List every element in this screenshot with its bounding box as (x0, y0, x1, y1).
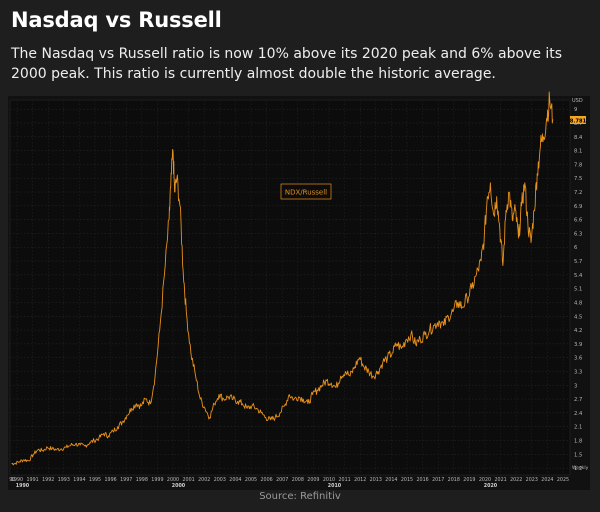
x-tick-label: 2014 (385, 477, 397, 483)
chart-subtitle: The Nasdaq vs Russell ratio is now 10% a… (11, 46, 563, 82)
x-tick-label: 2000 (167, 477, 179, 483)
chart-title: Nasdaq vs Russell (11, 8, 222, 32)
x-tick-label: 2004 (229, 477, 241, 483)
decade-label: 2010 (328, 483, 342, 489)
y-tick-label: 5.4 (574, 273, 583, 279)
x-tick-label: 1997 (120, 477, 132, 483)
x-tick-label: 2011 (338, 477, 350, 483)
x-tick-label: 2003 (214, 477, 226, 483)
x-tick-label: 1999 (151, 477, 163, 483)
y-tick-label: 6 (574, 245, 577, 251)
y-tick-label: 4.2 (574, 328, 582, 334)
y-tick-label: 2.7 (574, 397, 582, 403)
y-tick-label: 3.3 (574, 369, 582, 375)
unit-label: USD (572, 98, 583, 104)
x-tick-label: 2008 (292, 477, 304, 483)
y-tick-label: 2.1 (574, 425, 582, 431)
x-tick-label: 2025 (557, 477, 569, 483)
x-tick-label: 2002 (198, 477, 210, 483)
x-tick-label: 90 (9, 477, 15, 483)
x-tick-label: 2021 (494, 477, 506, 483)
y-tick-label: 1.2 (574, 466, 582, 472)
y-tick-label: 6.9 (574, 204, 582, 210)
y-tick-label: 4.8 (574, 300, 582, 306)
x-tick-label: 1998 (136, 477, 148, 483)
last-value-label: 8.781 (570, 118, 587, 124)
decade-label: 2020 (484, 483, 498, 489)
x-tick-label: 2012 (354, 477, 366, 483)
y-tick-label: 8.1 (574, 149, 582, 155)
y-tick-label: 8.7 (574, 121, 582, 127)
last-value-tag: 8.781 (570, 116, 587, 124)
x-tick-label: 1992 (42, 477, 54, 483)
y-tick-label: 4.5 (574, 314, 582, 320)
frequency-label: Weekly (572, 465, 589, 471)
y-axis: 1.2 1.5 1.8 2.1 2.4 2.7 3 3.3 3.6 3.9 4.2 4.5 4.8 5.1… (572, 98, 589, 472)
x-tick-label: 2010 (323, 477, 335, 483)
x-tick-label: 2022 (510, 477, 522, 483)
decade-label: 1990 (16, 483, 30, 489)
series-line-ndx-russell (11, 91, 554, 466)
y-tick-label: 6.6 (574, 218, 582, 224)
y-tick-label: 1.5 (574, 452, 582, 458)
x-tick-label: 2016 (416, 477, 428, 483)
x-tick-label: 1996 (105, 477, 117, 483)
y-tick-label: 7.8 (574, 162, 582, 168)
legend-box (280, 183, 332, 200)
y-tick-label: 7.5 (574, 176, 582, 182)
chart-svg: 1.2 1.5 1.8 2.1 2.4 2.7 3 3.3 3.6 3.9 4.2 4.5 4.8 5.1… (8, 91, 590, 490)
y-tick-label: 5.7 (574, 259, 582, 265)
y-tick-label: 1.8 (574, 438, 582, 444)
x-tick-label: 2005 (245, 477, 257, 483)
x-tick-label: 2007 (276, 477, 288, 483)
x-tick-label: 2023 (526, 477, 538, 483)
x-tick-label: 2020 (479, 477, 491, 483)
x-tick-label: 1993 (58, 477, 70, 483)
y-tick-label: 3.6 (574, 356, 582, 362)
legend: NDX/Russell (280, 183, 332, 200)
y-tick-label: 3 (574, 383, 577, 389)
y-tick-label: 6.3 (574, 231, 582, 237)
x-tick-label: 2006 (260, 477, 272, 483)
x-tick-label: 1995 (89, 477, 101, 483)
x-tick-label: 2009 (307, 477, 319, 483)
source-note: Source: Refinitiv (259, 491, 341, 502)
y-tick-label: 5.1 (574, 287, 582, 293)
y-tick-label: 7.2 (574, 190, 582, 196)
x-tick-label: 2001 (182, 477, 194, 483)
x-tick-label: 2019 (463, 477, 475, 483)
x-tick-label: 2024 (541, 477, 553, 483)
decade-label: 2000 (172, 483, 186, 489)
x-tick-label: 1990 (11, 477, 23, 483)
x-tick-label: 2013 (370, 477, 382, 483)
x-tick-label: 1994 (73, 477, 85, 483)
legend-label: NDX/Russell (285, 189, 327, 197)
x-tick-label: 2017 (432, 477, 444, 483)
x-tick-label: 2018 (448, 477, 460, 483)
last-value-bg (570, 116, 586, 124)
x-tick-label: 1991 (27, 477, 39, 483)
plot-area (9, 99, 571, 476)
x-tick-label: 2015 (401, 477, 413, 483)
y-tick-label: 8.4 (574, 135, 583, 141)
y-tick-label: 9 (574, 107, 577, 113)
y-tick-label: 2.4 (574, 411, 583, 417)
y-tick-label: 3.9 (574, 342, 582, 348)
